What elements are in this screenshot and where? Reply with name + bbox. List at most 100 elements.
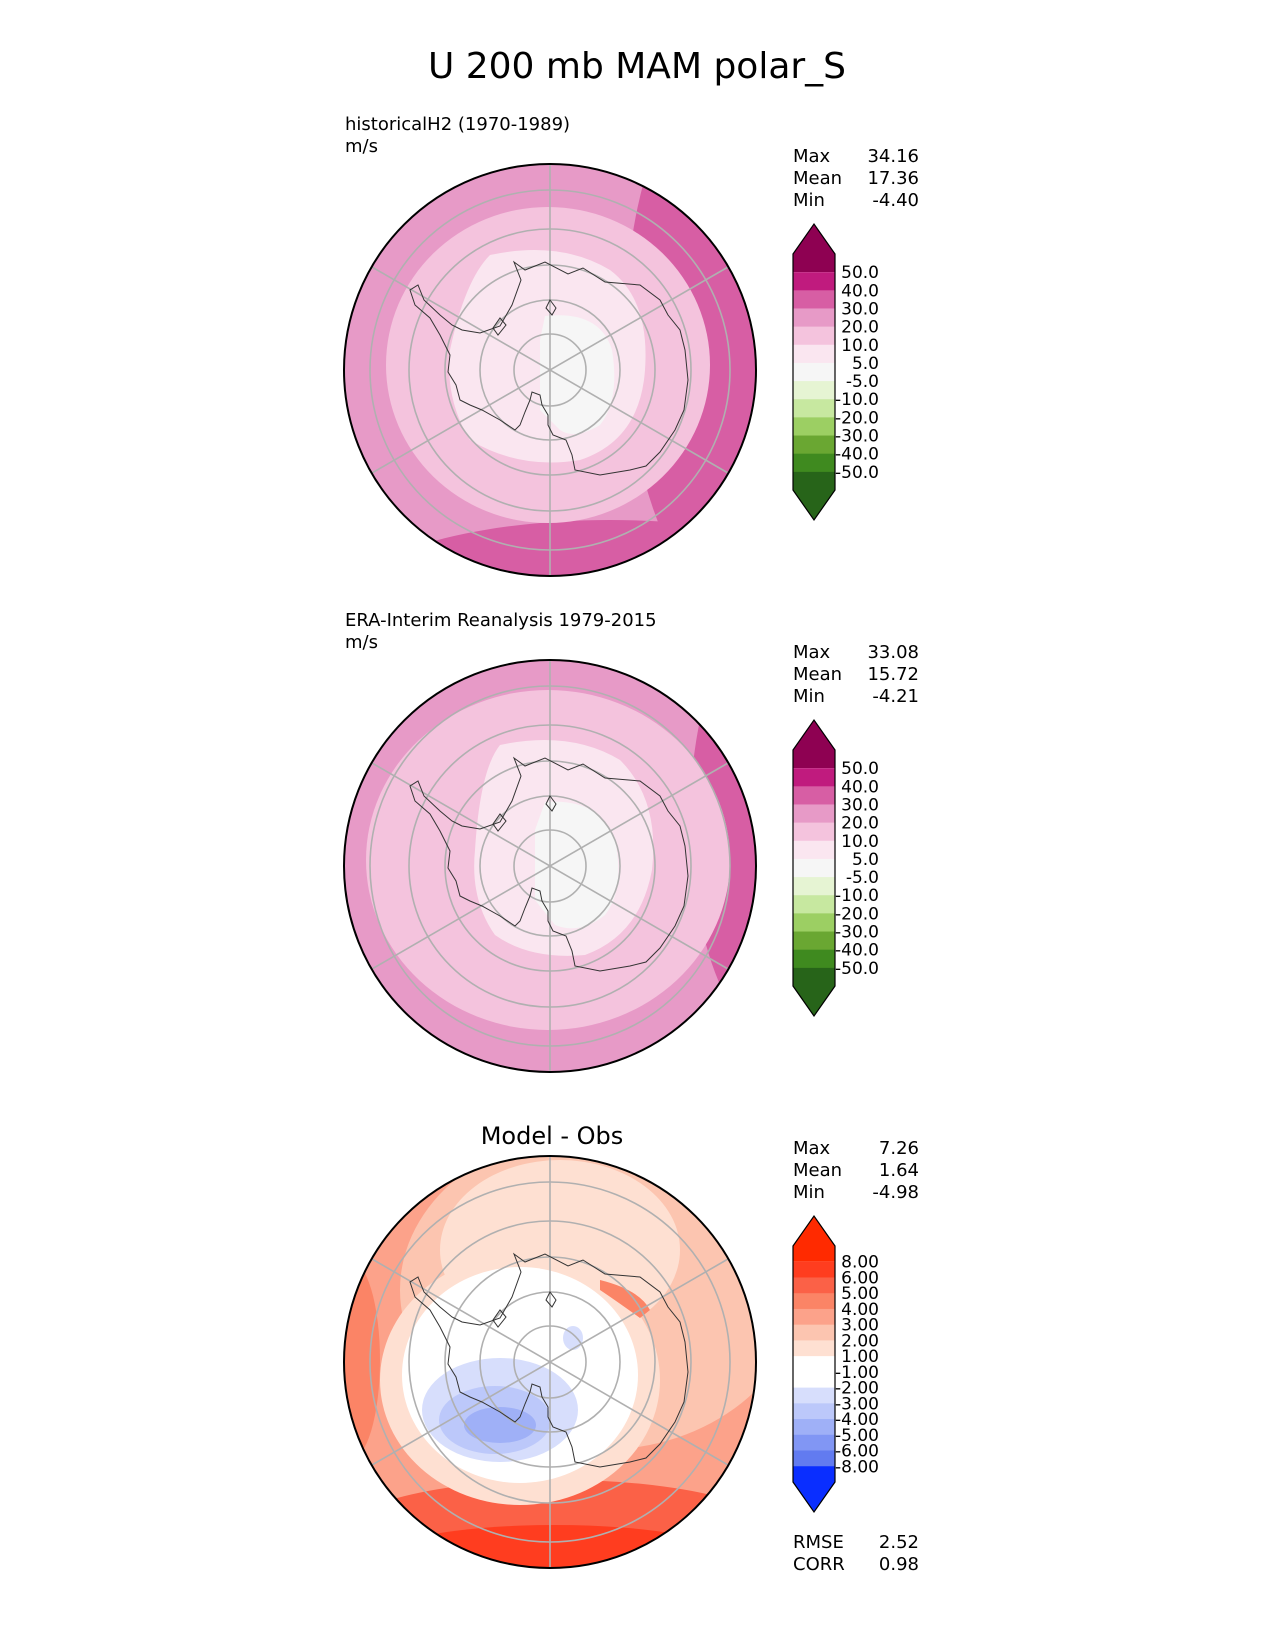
colorbar-diff-tick-label: -3.00 — [835, 1394, 879, 1414]
map-diff-field — [344, 1156, 756, 1568]
colorbar-model-outline — [792, 222, 836, 522]
colorbar-obs-tick-label: -20.0 — [835, 904, 879, 924]
panel-obs: ERA-Interim Reanalysis 1979-2015 m/s Max… — [343, 610, 919, 1073]
panel-obs-units: m/s — [345, 632, 378, 653]
stat-min-label: Min — [793, 686, 825, 707]
colorbar-model-tick-label: 50.0 — [841, 263, 879, 283]
colorbar-diff-tick-label: -4.00 — [835, 1410, 879, 1430]
colorbar-model-swatch — [793, 381, 835, 400]
panel-model-title: historicalH2 (1970-1989) — [345, 114, 570, 135]
colorbar-diff-tick-label: 2.00 — [841, 1331, 879, 1351]
metric-rmse-label: RMSE — [793, 1532, 844, 1553]
panel-diff-stats: Max 7.26 Mean 1.64 Min -4.98 — [793, 1138, 919, 1203]
panel-diff: Model - Obs — [343, 1122, 919, 1575]
colorbar-model-tick-label: -5.0 — [846, 372, 879, 392]
colorbar-diff-extend-top — [793, 1216, 835, 1262]
colorbar-diff-swatch — [793, 1387, 835, 1404]
colorbar-obs-swatch — [793, 822, 835, 842]
metric-corr-label: CORR — [793, 1554, 845, 1575]
map-diff-graticule — [369, 1156, 731, 1568]
colorbar-model-swatch — [793, 344, 835, 364]
colorbar-diff-swatch — [793, 1293, 835, 1310]
colorbar-model-tick-label: 5.0 — [852, 354, 879, 374]
colorbar-diff-tick-label: -6.00 — [835, 1442, 879, 1462]
colorbar-diff-swatch — [793, 1403, 835, 1420]
colorbar-obs-swatch — [793, 913, 835, 933]
colorbar-obs-swatch — [793, 931, 835, 951]
colorbar-obs-tick-label: 30.0 — [841, 795, 879, 815]
colorbar-obs-tick-label: -40.0 — [835, 941, 879, 961]
colorbar-model-extend-top — [793, 224, 835, 273]
map-model-outline — [343, 163, 757, 577]
stat-max-value: 34.16 — [867, 146, 919, 167]
colorbar-diff-tick-label: 5.00 — [841, 1284, 879, 1304]
stat-max-value: 7.26 — [879, 1138, 919, 1159]
stat-min-label: Min — [793, 190, 825, 211]
colorbar-diff-tick-label: -8.00 — [835, 1457, 879, 1477]
colorbar-model-tick-label: 40.0 — [841, 281, 879, 301]
colorbar-diff-tick-label: 6.00 — [841, 1268, 879, 1288]
stat-mean-label: Mean — [793, 1160, 842, 1181]
colorbar-diff-tick-label: 3.00 — [841, 1316, 879, 1336]
colorbar-diff-tick-label: -1.00 — [835, 1363, 879, 1383]
colorbar-obs-extend-bottom — [793, 967, 835, 1016]
colorbar-diff-extend-bottom — [793, 1466, 835, 1512]
colorbar-diff-swatch — [793, 1308, 835, 1326]
colorbar-model-swatch — [793, 362, 835, 382]
colorbar-obs-swatch — [793, 768, 835, 787]
colorbar-model-tick-label: 20.0 — [841, 318, 879, 338]
colorbar-obs-swatch — [793, 858, 835, 878]
stat-max-label: Max — [793, 642, 831, 663]
colorbar-model-tick-label: 10.0 — [841, 336, 879, 356]
stat-min-label: Min — [793, 1182, 825, 1203]
panel-diff-title: Model - Obs — [481, 1122, 624, 1150]
colorbar-diff-swatch — [793, 1356, 835, 1373]
colorbar-diff: 8.006.005.004.003.002.001.00-1.00-2.00-3… — [792, 1214, 879, 1514]
colorbar-model-swatch — [793, 399, 835, 418]
colorbar-obs-tick-label: -50.0 — [835, 959, 879, 979]
colorbar-model-tick-label: -10.0 — [835, 390, 879, 410]
panel-obs-stats: Max 33.08 Mean 15.72 Min -4.21 — [793, 642, 919, 707]
colorbar-diff-tick-label: -5.00 — [835, 1426, 879, 1446]
colorbar-obs-swatch — [793, 877, 835, 896]
colorbar-model-swatch — [793, 417, 835, 437]
colorbar-model-tick-label: -20.0 — [835, 408, 879, 428]
colorbar-diff-swatch — [793, 1434, 835, 1452]
colorbar-diff-tick-label: 1.00 — [841, 1347, 879, 1367]
stat-mean-label: Mean — [793, 168, 842, 189]
colorbar-obs: 50.040.030.020.010.05.0-5.0-10.0-20.0-30… — [792, 718, 879, 1018]
colorbar-obs-tick-label: -10.0 — [835, 886, 879, 906]
map-diff-outline — [343, 1155, 757, 1569]
stat-min-value: -4.40 — [872, 190, 919, 211]
colorbar-model: 50.040.030.020.010.05.0-5.0-10.0-20.0-30… — [792, 222, 879, 522]
panel-diff-metrics: RMSE 2.52 CORR 0.98 — [793, 1532, 919, 1575]
metric-rmse-value: 2.52 — [879, 1532, 919, 1553]
colorbar-model-swatch — [793, 272, 835, 291]
colorbar-model-swatch — [793, 290, 835, 309]
colorbar-diff-outline — [792, 1214, 836, 1514]
panel-obs-title: ERA-Interim Reanalysis 1979-2015 — [345, 610, 657, 631]
colorbar-obs-outline — [792, 718, 836, 1018]
colorbar-model-swatch — [793, 326, 835, 346]
stat-min-value: -4.98 — [872, 1182, 919, 1203]
colorbar-model-tick-label: 30.0 — [841, 299, 879, 319]
colorbar-model-tick-label: -30.0 — [835, 427, 879, 447]
colorbar-diff-swatch — [793, 1419, 835, 1436]
stat-mean-value: 15.72 — [867, 664, 919, 685]
stat-max-label: Max — [793, 1138, 831, 1159]
stat-mean-value: 1.64 — [879, 1160, 919, 1181]
panel-model-units: m/s — [345, 136, 378, 157]
stat-mean-value: 17.36 — [867, 168, 919, 189]
colorbar-obs-extend-top — [793, 720, 835, 769]
colorbar-obs-swatch — [793, 895, 835, 914]
colorbar-diff-tick-label: 4.00 — [841, 1300, 879, 1320]
colorbar-diff-tick-label: 8.00 — [841, 1253, 879, 1273]
stat-max-value: 33.08 — [867, 642, 919, 663]
colorbar-obs-tick-label: 50.0 — [841, 759, 879, 779]
colorbar-obs-tick-label: 20.0 — [841, 814, 879, 834]
colorbar-obs-swatch — [793, 786, 835, 805]
metric-corr-value: 0.98 — [879, 1554, 919, 1575]
colorbar-model-swatch — [793, 308, 835, 328]
colorbar-model-swatch — [793, 453, 835, 473]
